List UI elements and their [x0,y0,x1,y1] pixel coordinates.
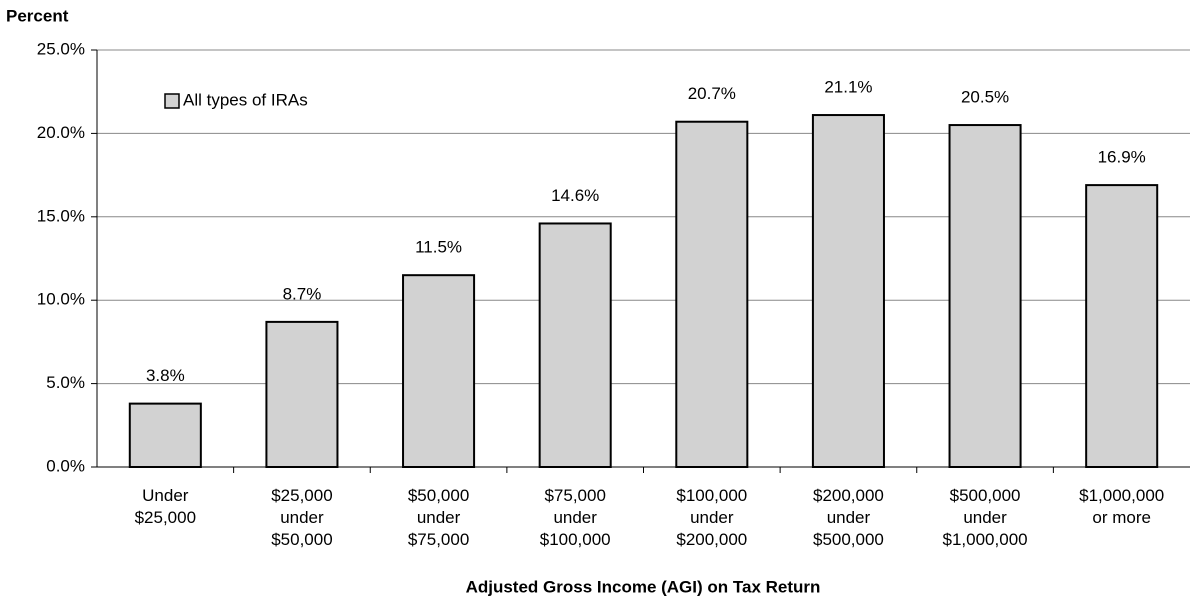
bar [811,114,885,468]
bar [1085,184,1159,468]
x-tick-label: $100,000 under $200,000 [676,486,747,549]
x-tick-label: $1,000,000 or more [1079,486,1164,527]
y-axis-label: Percent [6,6,69,25]
x-tick-label: $50,000 under $75,000 [408,486,469,549]
data-label: 21.1% [824,78,872,97]
x-axis-label: Adjusted Gross Income (AGI) on Tax Retur… [466,577,821,596]
y-tick-label: 15.0% [37,206,85,225]
data-label: 3.8% [146,366,185,385]
data-label: 11.5% [415,238,462,257]
bar [675,120,749,468]
bar [402,274,476,468]
data-label: 16.9% [1098,148,1146,167]
y-tick-label: 25.0% [37,39,85,58]
x-tick-label: $75,000 under $100,000 [540,486,611,549]
bar [538,222,612,468]
bar [948,124,1022,468]
x-tick-label: $25,000 under $50,000 [271,486,332,549]
data-label: 20.7% [688,84,736,103]
x-tick-label: Under $25,000 [135,486,196,527]
y-tick-label: 20.0% [37,123,85,142]
legend-swatch [164,93,180,109]
y-tick-label: 0.0% [46,456,85,475]
data-label: 8.7% [283,284,322,303]
x-tick-label: $500,000 under $1,000,000 [943,486,1028,549]
bar [265,320,339,468]
y-tick-label: 10.0% [37,290,85,309]
legend-label: All types of IRAs [183,90,308,109]
bar [128,402,202,468]
x-tick-label: $200,000 under $500,000 [813,486,884,549]
data-label: 14.6% [551,186,599,205]
y-tick-label: 5.0% [46,373,85,392]
data-label: 20.5% [961,88,1009,107]
